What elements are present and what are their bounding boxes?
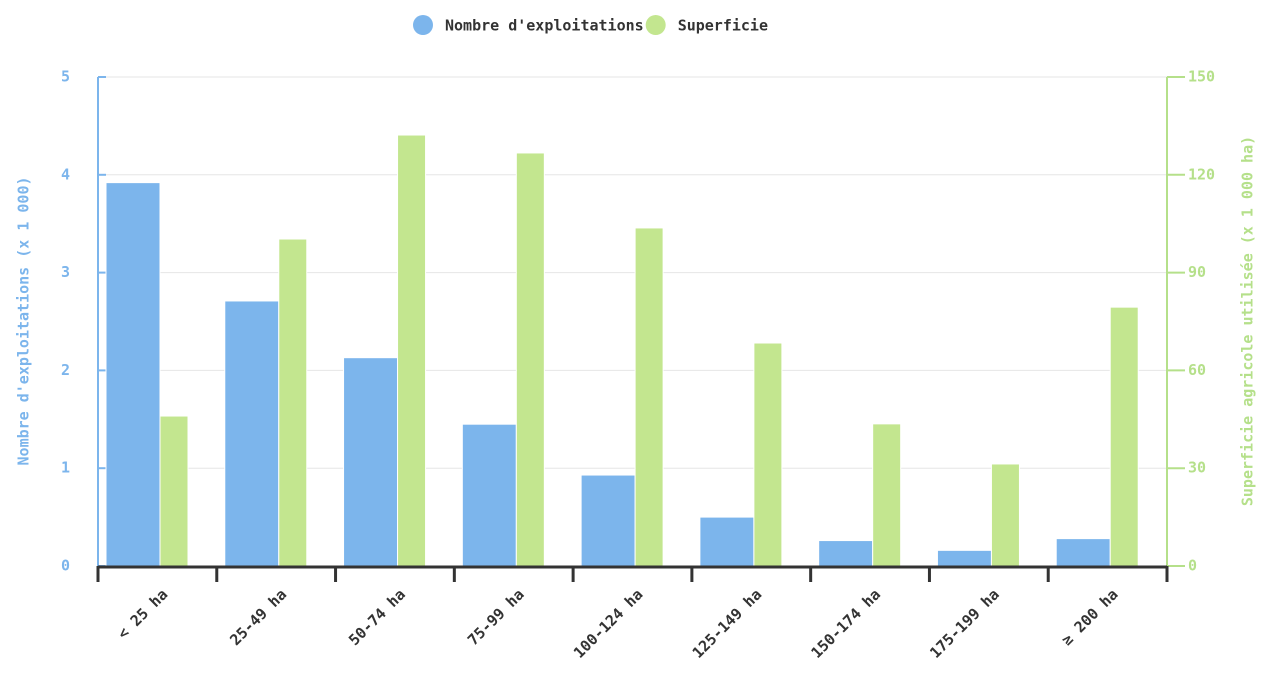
y2-tick-label: 120	[1188, 165, 1215, 183]
y2-tick-label: 60	[1188, 361, 1206, 379]
x-tick-label: 175-199 ha	[926, 585, 1003, 662]
bar	[397, 134, 427, 567]
y-tick-label: 0	[61, 557, 70, 575]
bar	[1055, 538, 1111, 567]
y-axis-title: Nombre d'exploitations (x 1 000)	[15, 177, 33, 466]
bar	[461, 423, 517, 567]
x-tick-label: ≥ 200 ha	[1058, 585, 1122, 649]
bar	[818, 540, 874, 567]
bar	[990, 463, 1020, 567]
bar	[1109, 306, 1139, 567]
y2-tick-label: 90	[1188, 263, 1206, 281]
x-tick-label: < 25 ha	[114, 585, 171, 642]
bar	[224, 300, 280, 567]
legend-marker	[645, 15, 666, 35]
legend-label: Nombre d'exploitations	[445, 17, 644, 35]
bar	[580, 474, 636, 567]
legend-marker	[413, 15, 433, 35]
legend-label: Superficie	[678, 17, 768, 35]
y-tick-label: 4	[61, 165, 70, 183]
x-tick-label: 100-124 ha	[570, 585, 647, 662]
bar	[634, 227, 664, 567]
x-tick-label: 150-174 ha	[807, 585, 884, 662]
bar	[515, 152, 545, 567]
bar	[699, 516, 755, 567]
bar	[343, 357, 399, 567]
y2-tick-label: 0	[1188, 557, 1197, 575]
x-tick-label: 50-74 ha	[345, 585, 409, 649]
y-tick-label: 2	[61, 361, 70, 379]
bar	[105, 182, 161, 567]
bar	[159, 415, 189, 567]
bar	[936, 549, 992, 567]
y2-tick-label: 150	[1188, 68, 1215, 86]
y2-axis-title: Superficie agricole utilisée (x 1 000 ha…	[1239, 136, 1257, 506]
y2-tick-label: 30	[1188, 459, 1206, 477]
x-tick-label: 125-149 ha	[689, 585, 766, 662]
bar	[872, 423, 902, 567]
bar	[278, 238, 308, 567]
y-tick-label: 5	[61, 68, 70, 86]
y-tick-label: 1	[61, 459, 70, 477]
bar	[753, 342, 783, 567]
x-tick-label: 75-99 ha	[464, 585, 528, 649]
x-tick-label: 25-49 ha	[226, 585, 290, 649]
y-tick-label: 3	[61, 263, 70, 281]
